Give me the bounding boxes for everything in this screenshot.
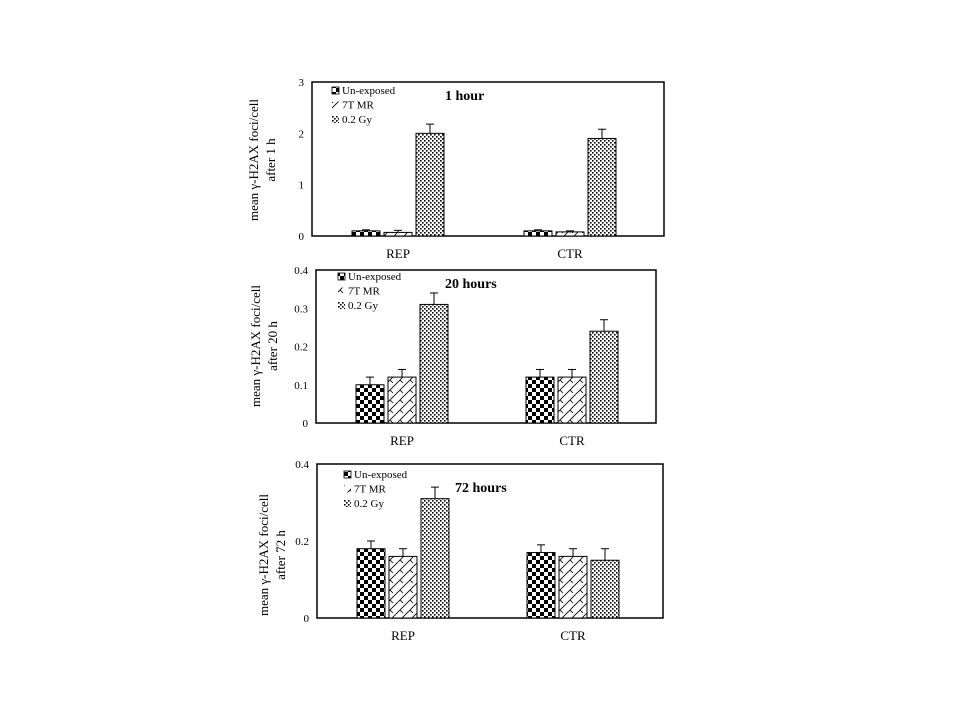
legend-entry: Un-exposed <box>354 469 408 481</box>
legend-swatch <box>344 500 351 507</box>
bar-0-2-gy <box>587 137 617 237</box>
legend-entry: Un-exposed <box>342 85 396 97</box>
legend-entry: 0.2 Gy <box>354 498 384 510</box>
bar-7t-mr <box>388 555 418 619</box>
bar-7t-mr <box>557 376 587 424</box>
bar-un-exposed <box>355 384 385 424</box>
legend-entry: 0.2 Gy <box>342 114 372 126</box>
legend-entry: 0.2 Gy <box>348 300 378 312</box>
plot-area <box>315 269 657 424</box>
y-axis-label: after 72 h <box>273 530 288 580</box>
legend-entry: 7T MR <box>342 100 375 112</box>
bar-7t-mr <box>555 231 585 237</box>
y-axis-label: mean γ-H2AX foci/cell <box>246 99 261 221</box>
y-tick-label: 0.4 <box>295 459 309 471</box>
legend-swatch <box>332 116 339 123</box>
y-axis-label: mean γ-H2AX foci/cell <box>256 494 271 616</box>
category-label: REP <box>391 628 415 643</box>
y-tick-label: 0 <box>303 418 309 430</box>
plot-area <box>311 81 665 237</box>
legend-swatch <box>344 485 351 493</box>
y-tick-label: 1 <box>299 180 305 192</box>
legend-swatch <box>331 86 340 95</box>
y-tick-label: 2 <box>299 128 305 140</box>
bar-un-exposed <box>526 552 556 619</box>
legend-swatch <box>343 470 352 479</box>
y-tick-label: 0.3 <box>294 303 308 315</box>
legend-entry: 7T MR <box>348 286 381 298</box>
y-tick-label: 0 <box>299 231 305 243</box>
legend-swatch <box>332 101 339 109</box>
bar-7t-mr <box>383 231 413 237</box>
legend-swatch <box>337 272 346 281</box>
bar-un-exposed <box>525 376 555 424</box>
y-axis-label: after 20 h <box>265 321 280 371</box>
bar-0-2-gy <box>590 559 620 619</box>
bar-un-exposed <box>356 548 386 619</box>
category-label: CTR <box>560 628 586 643</box>
y-axis-label: mean γ-H2AX foci/cell <box>248 285 263 407</box>
y-tick-label: 0.1 <box>294 380 308 392</box>
chart-title: 20 hours <box>445 277 497 292</box>
plot-area <box>316 463 664 619</box>
legend-entry: Un-exposed <box>348 271 402 283</box>
y-axis-label: after 1 h <box>263 138 278 182</box>
category-label: REP <box>386 246 410 261</box>
y-tick-label: 0.4 <box>294 265 308 277</box>
category-label: CTR <box>557 246 583 261</box>
legend-swatch <box>338 287 345 295</box>
bar-0-2-gy <box>589 330 619 424</box>
y-tick-label: 3 <box>299 77 305 89</box>
bar-0-2-gy <box>419 303 449 424</box>
bar-0-2-gy <box>415 132 445 237</box>
category-label: REP <box>390 433 414 448</box>
y-tick-label: 0 <box>304 613 310 625</box>
y-tick-label: 0.2 <box>295 536 309 548</box>
bar-un-exposed <box>523 230 553 237</box>
bar-0-2-gy <box>420 498 450 619</box>
bar-un-exposed <box>351 230 381 237</box>
bar-7t-mr <box>387 376 417 424</box>
legend-entry: 7T MR <box>354 484 387 496</box>
y-tick-label: 0.2 <box>294 342 308 354</box>
category-label: CTR <box>559 433 585 448</box>
chart-title: 1 hour <box>445 89 484 104</box>
bar-7t-mr <box>558 555 588 619</box>
chart-title: 72 hours <box>455 481 507 496</box>
legend-swatch <box>338 302 345 309</box>
